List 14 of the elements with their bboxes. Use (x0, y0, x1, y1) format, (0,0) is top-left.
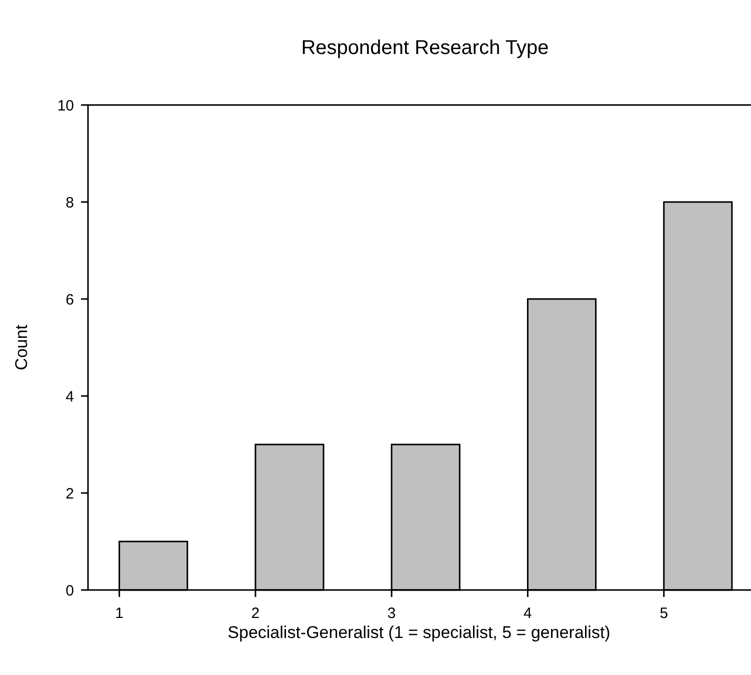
x-axis-title: Specialist-Generalist (1 = specialist, 5 = generalist) (228, 623, 610, 642)
y-tick-label: 4 (66, 388, 74, 406)
x-tick-label: 1 (115, 605, 124, 622)
y-tick-label: 8 (66, 194, 74, 212)
x-tick-label: 5 (660, 605, 668, 622)
y-tick-label: 10 (57, 97, 74, 114)
x-tick-label: 4 (524, 605, 532, 622)
x-tick-label: 2 (251, 605, 260, 622)
chart-title: Respondent Research Type (301, 37, 549, 59)
y-tick-label: 6 (66, 291, 74, 308)
y-axis-title: Count (12, 324, 31, 370)
y-tick-label: 2 (66, 485, 74, 502)
y-tick-label: 0 (66, 582, 74, 600)
x-tick-label: 3 (387, 605, 396, 622)
